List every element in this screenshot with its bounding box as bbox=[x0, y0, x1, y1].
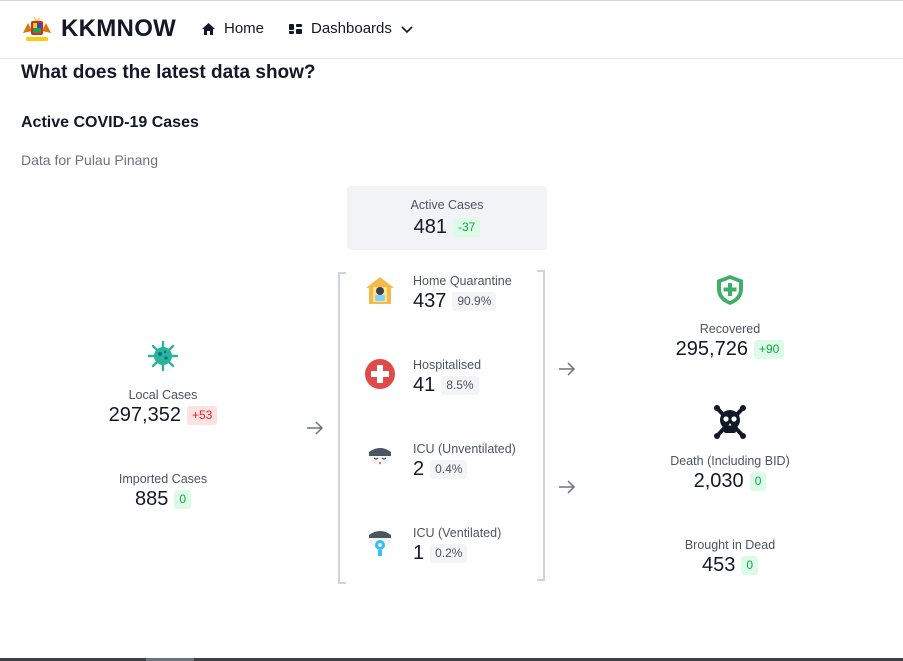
hospitalised-label: Hospitalised bbox=[413, 358, 482, 372]
home-quarantine: Home Quarantine 437 90.9% bbox=[364, 274, 544, 318]
section-title: What does the latest data show? bbox=[21, 62, 316, 83]
home-quarantine-pct: 90.9% bbox=[452, 292, 497, 311]
death-label: Death (Including BID) bbox=[670, 454, 790, 468]
hospitalised: Hospitalised 41 8.5% bbox=[364, 358, 544, 402]
chevron-down-icon bbox=[401, 25, 413, 33]
top-border bbox=[0, 0, 903, 1]
skull-crossbones-icon bbox=[714, 405, 746, 439]
virus-icon bbox=[147, 340, 179, 372]
dashboard-icon bbox=[289, 23, 302, 34]
brand-title[interactable]: KKMNOW bbox=[61, 15, 177, 42]
icu-ventilated-pct: 0.2% bbox=[430, 544, 468, 563]
ventilator-face-icon bbox=[369, 531, 391, 556]
section-subtitle: Active COVID-19 Cases bbox=[21, 114, 199, 131]
imported-cases-value: 885 bbox=[134, 488, 169, 510]
recovered-label: Recovered bbox=[699, 322, 761, 336]
local-cases-change: +53 bbox=[186, 406, 218, 425]
home-icon bbox=[202, 22, 215, 35]
malaysia-crest-icon[interactable] bbox=[20, 15, 54, 45]
imported-cases-change: 0 bbox=[174, 490, 192, 509]
bracket-right bbox=[537, 270, 545, 581]
brought-in-dead-label: Brought in Dead bbox=[684, 538, 776, 552]
arrow-right-icon bbox=[559, 480, 576, 494]
home-quarantine-value: 437 bbox=[413, 290, 447, 312]
nav-dashboards[interactable]: Dashboards bbox=[288, 20, 414, 37]
recovered-value: 295,726 bbox=[675, 338, 748, 360]
home-quarantine-label: Home Quarantine bbox=[413, 274, 512, 288]
local-cases-label: Local Cases bbox=[128, 388, 198, 402]
active-cases-value: 481 bbox=[413, 216, 448, 238]
shield-plus-icon bbox=[717, 275, 743, 305]
icu-unventilated-label: ICU (Unventilated) bbox=[413, 442, 516, 456]
location-label: Data for Pulau Pinang bbox=[21, 152, 158, 168]
death-value: 2,030 bbox=[693, 470, 744, 492]
brought-in-dead: Brought in Dead 453 0 bbox=[650, 538, 810, 577]
house-mask-icon bbox=[366, 277, 394, 304]
imported-cases: Imported Cases 885 0 bbox=[93, 472, 233, 511]
active-cases-label: Active Cases bbox=[410, 198, 484, 212]
icu-ventilated: ICU (Ventilated) 1 0.2% bbox=[364, 526, 544, 570]
hospitalised-pct: 8.5% bbox=[441, 376, 479, 395]
bracket-left bbox=[338, 272, 346, 584]
medical-cross-icon bbox=[365, 359, 395, 389]
brought-in-dead-value: 453 bbox=[701, 554, 736, 576]
nav-home-label: Home bbox=[224, 20, 265, 37]
icu-ventilated-label: ICU (Ventilated) bbox=[413, 526, 502, 540]
icu-unventilated-value: 2 bbox=[413, 458, 425, 480]
death: Death (Including BID) 2,030 0 bbox=[650, 454, 810, 493]
brought-in-dead-change: 0 bbox=[741, 556, 759, 575]
nav-dashboards-label: Dashboards bbox=[311, 20, 392, 37]
bottom-scrollbar bbox=[0, 658, 903, 661]
recovered: Recovered 295,726 +90 bbox=[660, 322, 800, 361]
local-cases-value: 297,352 bbox=[108, 404, 181, 426]
death-change: 0 bbox=[749, 472, 767, 491]
nav-home[interactable]: Home bbox=[201, 20, 264, 37]
icu-unventilated-pct: 0.4% bbox=[430, 460, 468, 479]
active-cases: Active Cases 481 -37 bbox=[347, 186, 547, 250]
hospitalised-value: 41 bbox=[413, 374, 436, 396]
icu-ventilated-value: 1 bbox=[413, 542, 425, 564]
arrow-right-icon bbox=[559, 362, 576, 376]
active-cases-change: -37 bbox=[453, 218, 481, 237]
arrow-right-icon bbox=[307, 421, 324, 435]
icu-face-icon bbox=[369, 448, 391, 465]
navbar: KKMNOW Home Dashboards bbox=[0, 1, 903, 59]
imported-cases-label: Imported Cases bbox=[118, 472, 208, 486]
icu-unventilated: ICU (Unventilated) 2 0.4% bbox=[364, 442, 544, 486]
recovered-change: +90 bbox=[753, 340, 785, 359]
local-cases: Local Cases 297,352 +53 bbox=[93, 388, 233, 427]
